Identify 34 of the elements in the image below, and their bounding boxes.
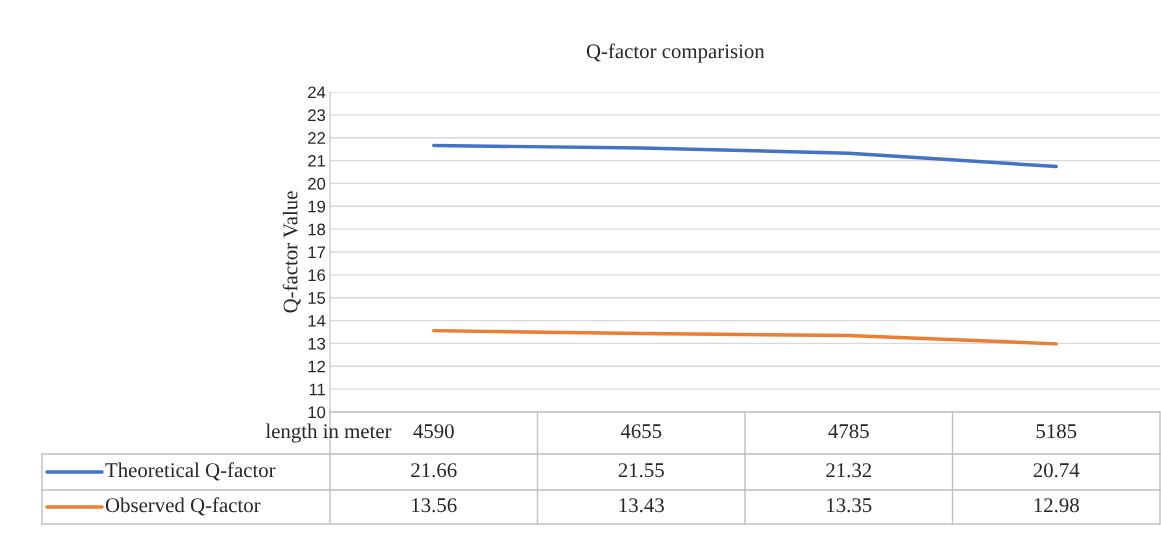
y-tick-label: 17 [308,246,325,259]
data-label: 13.43 [619,498,664,513]
data-label: 13.56 [412,498,457,513]
y-tick-label: 11 [309,383,326,396]
y-tick-label: 24 [308,86,326,99]
y-tick-label: 22 [308,132,325,144]
y-tick-label: 10 [308,406,326,419]
y-tick-label: 13 [308,337,326,350]
y-tick-label: 19 [308,200,326,213]
x-axis-title: length in meter [265,423,392,443]
y-tick-label: 14 [308,315,326,327]
data-label: 20.74 [1033,463,1080,478]
y-tick-label: 15 [308,292,326,304]
legend-label: Observed Q-factor [105,497,261,516]
y-axis-title: Q-factor Value [282,191,301,313]
data-label: 21.66 [411,463,457,478]
data-label: 21.32 [826,463,872,478]
x-tick-label: 4590 [413,424,454,439]
y-tick-label: 16 [308,269,326,282]
x-tick-label: 4655 [620,424,662,439]
data-label: 21.55 [618,463,664,478]
data-label: 12.98 [1034,498,1079,513]
line-series [432,143,1058,169]
y-tick-label: 23 [308,109,326,122]
y-tick-label: 21 [308,154,326,167]
x-tick-label: 4785 [828,424,869,439]
y-tick-label: 20 [308,177,326,190]
chart-title: Q-factor comparision [586,43,765,63]
y-tick-label: 18 [308,223,326,236]
legend-label: Theoretical Q-factor [105,462,276,481]
line-series [432,328,1058,346]
y-tick-label: 12 [308,360,325,373]
x-tick-label: 5185 [1036,424,1077,439]
data-label: 13.35 [827,498,872,513]
